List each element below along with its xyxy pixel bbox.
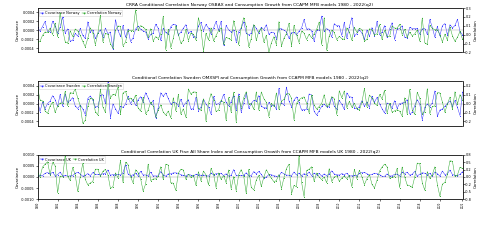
Correlation UK	[296, 154, 302, 157]
Legend: Covariance Sweden, Correlation Sweden: Covariance Sweden, Correlation Sweden	[39, 83, 123, 89]
Covariance UK	[95, 173, 101, 176]
Correlation UK	[95, 168, 101, 171]
Covariance Norway	[460, 33, 466, 36]
Covariance UK	[243, 171, 249, 174]
Correlation Sweden	[98, 88, 103, 90]
Line: Correlation Sweden: Correlation Sweden	[37, 84, 463, 124]
Covariance Sweden	[460, 90, 466, 93]
Correlation UK	[301, 195, 307, 198]
Correlation Norway	[240, 16, 246, 19]
Covariance Norway	[34, 26, 40, 29]
Correlation Sweden	[243, 90, 249, 93]
Correlation Sweden	[105, 83, 111, 85]
Covariance UK	[420, 171, 426, 174]
Y-axis label: Correlation: Correlation	[474, 93, 478, 114]
Correlation Norway	[196, 16, 202, 19]
Covariance Sweden	[240, 102, 246, 104]
Covariance UK	[196, 173, 202, 176]
Correlation UK	[240, 175, 246, 177]
Correlation UK	[258, 185, 264, 188]
Covariance Sweden	[95, 105, 101, 108]
Covariance Norway	[240, 20, 246, 23]
Covariance UK	[34, 175, 40, 178]
Correlation Norway	[420, 16, 426, 19]
Title: CRRA Conditional Correlation Norway OSBAX and Consumption Growth from CCAPM MFB : CRRA Conditional Correlation Norway OSBA…	[126, 3, 374, 7]
Y-axis label: Correlation: Correlation	[474, 166, 478, 188]
Covariance Sweden	[420, 118, 426, 121]
Line: Covariance Sweden: Covariance Sweden	[37, 82, 463, 120]
Covariance Norway	[261, 28, 267, 31]
Line: Correlation Norway: Correlation Norway	[37, 9, 463, 53]
Correlation Sweden	[80, 122, 86, 125]
Covariance Norway	[196, 24, 202, 27]
Covariance Sweden	[261, 106, 267, 109]
Correlation Norway	[261, 41, 267, 44]
Legend: Covariance Norway, Correlation Norway: Covariance Norway, Correlation Norway	[39, 10, 122, 16]
Line: Covariance Norway: Covariance Norway	[37, 16, 463, 49]
Covariance UK	[264, 176, 270, 178]
Correlation Sweden	[198, 109, 204, 112]
Correlation Sweden	[34, 86, 40, 88]
Covariance Sweden	[416, 103, 422, 105]
Y-axis label: Covariance: Covariance	[16, 93, 20, 115]
Covariance UK	[240, 174, 246, 177]
Title: Conditional Correlation UK Ftse All Share Index and Consumption Growth from CCAP: Conditional Correlation UK Ftse All Shar…	[120, 150, 380, 154]
Legend: Covariance UK, Correlation UK: Covariance UK, Correlation UK	[39, 156, 105, 163]
Correlation Norway	[95, 32, 101, 35]
Correlation Norway	[132, 8, 138, 11]
Correlation UK	[460, 167, 466, 170]
Covariance UK	[460, 170, 466, 173]
Correlation Sweden	[460, 98, 466, 101]
Correlation UK	[238, 168, 244, 171]
Correlation Norway	[243, 25, 249, 28]
Correlation Sweden	[264, 101, 270, 104]
Line: Covariance UK: Covariance UK	[37, 164, 463, 179]
Correlation Sweden	[420, 112, 426, 115]
Covariance Sweden	[105, 81, 111, 84]
Y-axis label: Correlation: Correlation	[474, 19, 478, 41]
Y-axis label: Covariance: Covariance	[16, 19, 20, 41]
Covariance Norway	[95, 32, 101, 35]
Covariance Sweden	[34, 99, 40, 102]
Covariance Norway	[110, 48, 116, 50]
Covariance Norway	[420, 27, 426, 30]
Covariance Sweden	[196, 109, 202, 112]
Covariance Sweden	[243, 92, 249, 95]
Covariance Norway	[318, 15, 324, 17]
Correlation UK	[34, 171, 40, 174]
Correlation UK	[420, 181, 426, 184]
Y-axis label: Covariance: Covariance	[16, 166, 20, 188]
Line: Correlation UK: Correlation UK	[37, 155, 463, 197]
Covariance UK	[122, 164, 128, 166]
Correlation Sweden	[246, 102, 252, 105]
Correlation Norway	[34, 41, 40, 43]
Covariance Norway	[243, 32, 249, 35]
Correlation UK	[193, 184, 199, 187]
Covariance UK	[261, 177, 267, 180]
Correlation Norway	[460, 38, 466, 41]
Correlation Norway	[266, 51, 272, 54]
Title: Conditional Correlation Sweden OMXSPI and Consumption Growth from CCAPM MFB mode: Conditional Correlation Sweden OMXSPI an…	[132, 76, 368, 80]
